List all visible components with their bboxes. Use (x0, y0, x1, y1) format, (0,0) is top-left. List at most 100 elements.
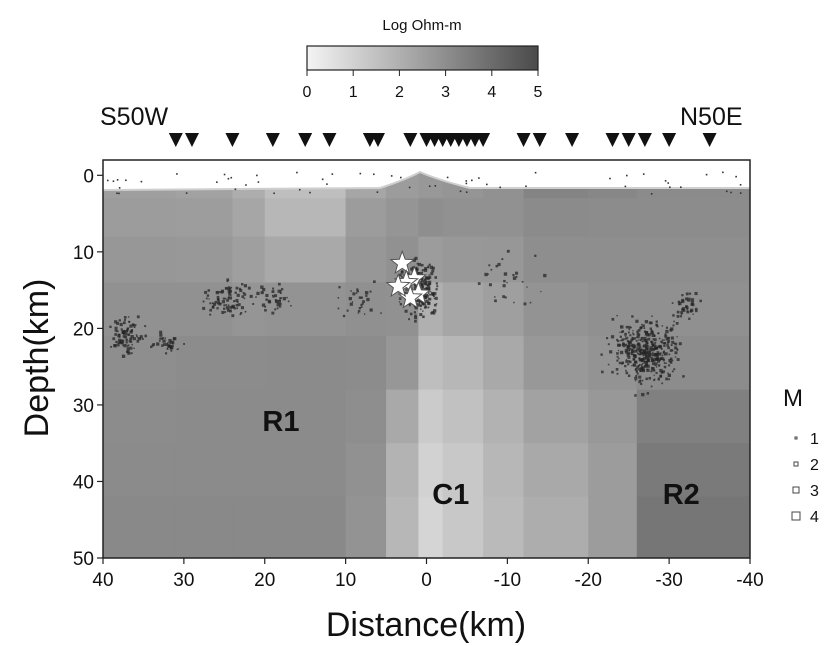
earthquake (681, 298, 685, 302)
earthquake (620, 339, 622, 342)
earthquake (639, 358, 643, 362)
earthquake (477, 282, 481, 285)
y-axis-label: Depth(km) (18, 279, 56, 438)
earthquake (626, 174, 628, 177)
resistivity-cell (483, 198, 525, 238)
earthquake (290, 305, 292, 307)
earthquake (670, 336, 674, 340)
earthquake (634, 346, 637, 349)
earthquake (632, 346, 636, 349)
earthquake (465, 191, 468, 193)
earthquake (654, 363, 657, 367)
earthquake (633, 354, 637, 358)
earthquake (236, 307, 239, 310)
earthquake (650, 366, 654, 370)
earthquake (666, 341, 670, 344)
earthquake (617, 349, 620, 352)
earthquake (695, 309, 698, 313)
earthquake (656, 325, 659, 328)
earthquake (699, 299, 702, 303)
earthquake (676, 314, 680, 318)
earthquake (252, 303, 255, 305)
earthquake (502, 295, 506, 299)
earthquake (117, 341, 121, 344)
earthquake (356, 288, 359, 291)
earthquake (484, 272, 488, 277)
earthquake (607, 343, 610, 346)
earthquake (611, 317, 615, 321)
magnitude-symbol (791, 511, 801, 521)
earthquake (657, 378, 661, 381)
earthquake (626, 353, 630, 357)
colorbar-tick-label: 2 (395, 84, 404, 101)
resistivity-cell (175, 336, 233, 391)
earthquake (216, 295, 220, 299)
earthquake (650, 331, 654, 335)
resistivity-cell (103, 496, 177, 558)
earthquake (688, 300, 690, 302)
earthquake (118, 319, 121, 322)
earthquake (650, 340, 654, 344)
earthquake (649, 348, 653, 352)
earthquake (236, 293, 240, 297)
station-triangle (662, 133, 677, 147)
earthquake (226, 278, 230, 282)
earthquake (427, 301, 431, 306)
earthquake (629, 334, 632, 337)
y-tick-label: 40 (73, 472, 94, 493)
earthquake (228, 309, 232, 313)
earthquake (725, 190, 728, 193)
earthquake (224, 311, 227, 313)
earthquake (632, 358, 636, 361)
earthquake (428, 297, 432, 301)
earthquake (662, 342, 665, 345)
earthquake (616, 314, 618, 317)
earthquake (275, 300, 278, 302)
earthquake (419, 305, 422, 308)
earthquake (665, 326, 669, 329)
earthquake (649, 346, 653, 350)
earthquake (675, 321, 679, 325)
earthquake (282, 296, 287, 301)
earthquake (349, 302, 353, 306)
earthquake (656, 366, 658, 368)
resistivity-cell (588, 198, 638, 238)
earthquake (670, 344, 673, 347)
earthquake (168, 338, 172, 343)
earthquake (243, 284, 247, 288)
earthquake (640, 364, 643, 367)
earthquake (653, 343, 656, 347)
earthquake (656, 352, 659, 355)
earthquake (114, 320, 118, 324)
earthquake (655, 344, 657, 347)
earthquake (650, 329, 652, 331)
earthquake (352, 292, 356, 296)
mainshock-star (389, 249, 416, 275)
earthquake (653, 374, 655, 376)
earthquake (639, 353, 642, 356)
earthquake (170, 346, 174, 350)
colorbar-tick-label: 0 (303, 84, 312, 101)
earthquake (245, 184, 247, 186)
earthquake (235, 286, 239, 290)
earthquake (424, 282, 427, 286)
earthquake (427, 298, 430, 300)
earthquake (226, 280, 229, 283)
station-markers (168, 133, 717, 147)
earthquake (653, 357, 656, 360)
earthquake (419, 281, 422, 284)
earthquake (431, 269, 435, 273)
earthquake (225, 304, 228, 306)
earthquake (661, 339, 664, 341)
earthquake (659, 344, 662, 348)
earthquake (625, 336, 629, 340)
earthquake (161, 338, 164, 340)
earthquake (654, 341, 657, 344)
earthquake (130, 335, 134, 339)
earthquake (636, 330, 639, 333)
resistivity-cell (345, 496, 387, 558)
earthquake (686, 308, 689, 311)
earthquake (638, 364, 641, 366)
earthquake (685, 306, 689, 310)
earthquake (678, 301, 682, 306)
